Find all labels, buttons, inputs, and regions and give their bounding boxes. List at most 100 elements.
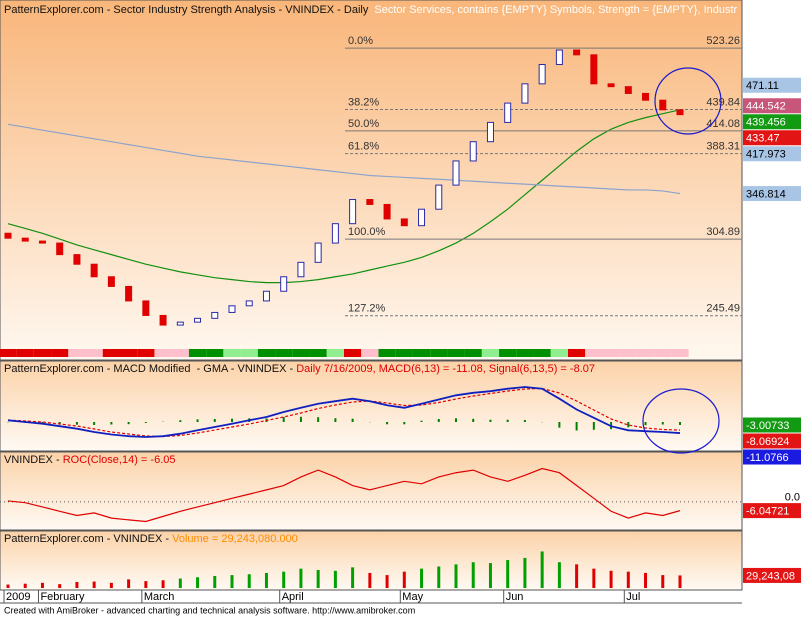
candle: [314, 242, 322, 263]
footer: Created with AmiBroker - advanced charti…: [4, 605, 415, 615]
value-box: [743, 186, 801, 202]
candle: [452, 160, 460, 186]
candle: [659, 99, 667, 111]
candle: [590, 54, 598, 85]
fib-value: 523.26: [706, 35, 740, 47]
y-tick-label: 0.0: [785, 492, 800, 504]
candle: [435, 184, 443, 210]
volume-title: PatternExplorer.com - VNINDEX - Volume =…: [4, 533, 298, 545]
candle: [504, 102, 512, 123]
title: PatternExplorer.com - Sector Industry St…: [4, 4, 369, 16]
x-tick-label: March: [144, 591, 175, 603]
highlight-circle: [654, 67, 722, 135]
strength-cell: [68, 349, 86, 357]
roc-title: VNINDEX - ROC(Close,14) = -6.05: [4, 454, 175, 466]
strength-cell: [240, 349, 258, 357]
strength-cell: [378, 349, 396, 357]
candle: [573, 49, 581, 56]
x-tick-label: April: [282, 591, 304, 603]
strength-cell: [619, 349, 637, 357]
strength-cell: [16, 349, 34, 357]
value-label: 471.11: [746, 80, 779, 92]
title-highlight: ROC(Close,14) = -6.05: [63, 454, 176, 466]
strength-cell: [206, 349, 224, 357]
value-box: [743, 567, 801, 583]
title-highlight: Daily 7/16/2009, MACD(6,13) = -11.08, Si…: [296, 363, 595, 375]
candle: [73, 254, 81, 265]
candle: [159, 314, 167, 326]
candle: [21, 237, 29, 242]
fib-value: 439.84: [706, 96, 740, 108]
candle: [676, 109, 684, 116]
strength-cell: [481, 349, 500, 357]
fib-percent: 127.2%: [348, 303, 386, 315]
value-box: [743, 449, 801, 465]
candle: [331, 223, 339, 244]
value-box: [743, 77, 801, 93]
strength-cell: [154, 349, 172, 357]
strength-cell: [602, 349, 620, 357]
fib-percent: 50.0%: [348, 118, 379, 130]
strength-cell: [137, 349, 155, 357]
price-pane: [0, 0, 743, 361]
candle: [642, 92, 650, 101]
value-label: -11.0766: [746, 452, 789, 464]
candle: [228, 305, 236, 313]
candle: [400, 218, 408, 227]
candle: [624, 86, 632, 94]
roc-line: [7, 467, 681, 523]
fib-percent: 38.2%: [348, 96, 379, 108]
candle: [297, 261, 305, 278]
value-label: 433.47: [746, 133, 780, 145]
strength-cell: [585, 349, 603, 357]
value-box: [743, 433, 801, 449]
candle: [194, 317, 202, 323]
candle: [176, 321, 184, 326]
strength-cell: [361, 349, 379, 357]
strength-cell: [85, 349, 103, 357]
value-label: -6.04721: [746, 506, 789, 518]
candle: [245, 300, 253, 307]
strength-cell: [395, 349, 413, 357]
strength-cell: [275, 349, 293, 357]
moving-average: [7, 123, 681, 195]
strength-cell: [33, 349, 52, 357]
roc-pane: [0, 451, 743, 531]
fib-percent: 100.0%: [348, 226, 386, 238]
candle: [125, 285, 133, 302]
candle: [366, 199, 374, 205]
strength-cell: [292, 349, 310, 357]
candle: [4, 232, 12, 239]
fib-percent: 61.8%: [348, 140, 379, 152]
value-box: [743, 130, 801, 146]
strength-cell: [430, 349, 448, 357]
candle: [469, 141, 477, 162]
title: PatternExplorer.com - VNINDEX -: [4, 533, 172, 545]
value-label: 439.456: [746, 117, 786, 129]
macd-line: [7, 386, 681, 438]
title-highlight: Volume = 29,243,080.000: [172, 533, 298, 545]
candle: [56, 242, 64, 256]
signal-line: [7, 387, 681, 438]
strength-cell: [188, 349, 207, 357]
strength-cell: [550, 349, 568, 357]
macd-title: PatternExplorer.com - MACD Modified - GM…: [4, 363, 595, 375]
candle: [607, 83, 615, 88]
candle: [418, 208, 426, 227]
candle: [555, 49, 563, 65]
value-label: -8.06924: [746, 436, 789, 448]
strength-cell: [102, 349, 120, 357]
fib-percent: 0.0%: [348, 35, 373, 47]
value-box: [743, 98, 801, 114]
strength-cell: [309, 349, 327, 357]
strength-cell: [516, 349, 534, 357]
x-tick-label: Jul: [626, 591, 640, 603]
strength-cell: [533, 349, 551, 357]
strength-cell: [0, 349, 17, 357]
value-label: 417.973: [746, 149, 786, 161]
value-box: [743, 503, 801, 519]
candle: [280, 276, 288, 292]
strength-cell: [326, 349, 344, 357]
